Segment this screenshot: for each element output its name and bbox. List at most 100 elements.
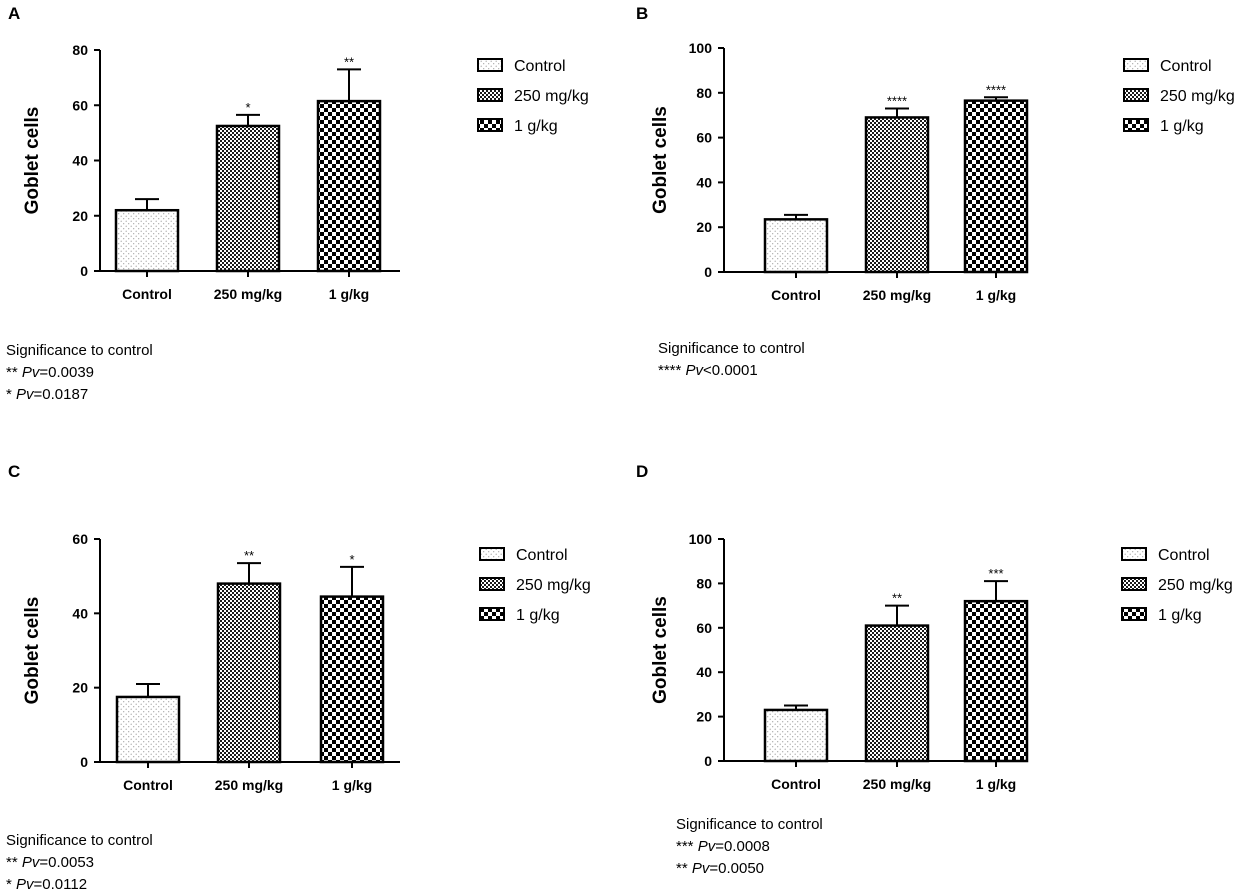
bar-mid (864, 624, 930, 763)
significance-note: Significance to control ** Pv=0.0039 * P… (6, 340, 153, 406)
significance-stars: *** (676, 838, 694, 855)
significance-stars-label: ** (244, 548, 254, 563)
significance-note: Significance to control *** Pv=0.0008 **… (676, 814, 823, 880)
legend-swatch-mid (1123, 88, 1149, 102)
bar-high (963, 99, 1029, 274)
legend-label: 250 mg/kg (514, 88, 589, 105)
legend-swatch-control (477, 58, 503, 72)
bar-control (115, 695, 181, 764)
significance-value: =0.0050 (709, 860, 765, 877)
y-tick-label: 20 (72, 680, 88, 696)
x-tick-label: 250 mg/kg (863, 776, 931, 792)
chart-b: Goblet cells 0 20 40 60 80 100 Control 250 mg/kg… (650, 40, 1235, 303)
significance-stars-label: *** (988, 566, 1003, 581)
y-tick-label: 0 (704, 753, 712, 769)
y-axis-label: Goblet cells (650, 106, 671, 214)
significance-title: Significance to control (6, 832, 153, 849)
panel-letter: A (8, 4, 21, 23)
legend-label: 250 mg/kg (516, 577, 591, 594)
panel-d: D Goblet cells 0 20 40 60 80 100 Control 250 mg/… (624, 448, 1248, 896)
significance-note: Significance to control ** Pv=0.0053 * P… (6, 830, 153, 896)
legend-label: 1 g/kg (516, 607, 560, 624)
y-tick-label: 100 (689, 40, 713, 56)
x-tick-label: 250 mg/kg (863, 287, 931, 303)
x-tick-label: 1 g/kg (332, 777, 372, 793)
significance-stars-label: **** (986, 82, 1006, 97)
legend-swatch-high (479, 607, 505, 621)
x-tick-label: Control (122, 286, 172, 302)
bar-control (763, 708, 829, 763)
legend-label: 250 mg/kg (1160, 88, 1235, 105)
significance-line: ** Pv=0.0053 (6, 852, 153, 874)
y-tick-label: 60 (696, 620, 712, 636)
bar-control (114, 208, 180, 273)
bar-control (763, 218, 829, 274)
x-tick-label: Control (123, 777, 173, 793)
significance-pv: Pv (691, 860, 710, 877)
y-tick-label: 60 (72, 97, 88, 113)
significance-value: <0.0001 (703, 362, 758, 379)
y-tick-label: 80 (72, 42, 88, 58)
bar-high (319, 595, 385, 764)
panel-letter: D (636, 462, 649, 481)
legend-swatch-high (1123, 118, 1149, 132)
significance-pv: Pv (685, 362, 704, 379)
significance-pv: Pv (21, 364, 40, 381)
significance-line: ** Pv=0.0039 (6, 362, 153, 384)
y-tick-label: 60 (72, 531, 88, 547)
legend-swatch-mid (1121, 577, 1147, 591)
significance-note: Significance to control **** Pv<0.0001 (658, 338, 805, 382)
x-tick-label: 250 mg/kg (214, 286, 282, 302)
y-tick-label: 100 (689, 531, 713, 547)
x-tick-label: 1 g/kg (329, 286, 369, 302)
chart-d: Goblet cells 0 20 40 60 80 100 Control 250 mg/kg… (650, 531, 1233, 792)
significance-line: **** Pv<0.0001 (658, 360, 805, 382)
y-tick-label: 20 (696, 709, 712, 725)
significance-stars-label: * (349, 552, 354, 567)
legend-swatch-high (1121, 607, 1147, 621)
panel-b: B Goblet cells 0 20 40 60 80 100 Control 250 mg/… (624, 0, 1248, 448)
x-tick-label: 1 g/kg (976, 287, 1016, 303)
significance-stars-label: ** (892, 591, 902, 606)
legend-swatch-control (479, 547, 505, 561)
bar-high (963, 599, 1029, 763)
significance-pv: Pv (16, 386, 34, 403)
y-tick-label: 60 (696, 130, 712, 146)
legend-label: Control (1160, 58, 1212, 75)
significance-value: =0.0112 (33, 876, 88, 893)
chart-c: Goblet cells 0 20 40 60 Control 250 mg/kg ** 1 g… (22, 531, 591, 793)
significance-stars-label: ** (344, 54, 354, 69)
significance-stars: ** (676, 860, 688, 877)
x-tick-label: 250 mg/kg (215, 777, 283, 793)
significance-line: * Pv=0.0187 (6, 384, 153, 406)
legend-label: 1 g/kg (1158, 607, 1202, 624)
significance-value: =0.0053 (39, 854, 95, 871)
y-tick-label: 80 (696, 575, 712, 591)
significance-pv: Pv (697, 838, 716, 855)
panel-letter: C (8, 462, 21, 481)
y-tick-label: 40 (72, 605, 88, 621)
significance-line: * Pv=0.0112 (6, 874, 153, 896)
legend-swatch-high (477, 118, 503, 132)
x-tick-label: Control (771, 287, 821, 303)
bar-mid (216, 582, 282, 764)
significance-stars: **** (658, 362, 682, 379)
legend-label: 250 mg/kg (1158, 577, 1233, 594)
y-tick-label: 20 (696, 219, 712, 235)
significance-line: ** Pv=0.0050 (676, 858, 823, 880)
significance-title: Significance to control (676, 816, 823, 833)
y-tick-label: 0 (80, 263, 88, 279)
y-axis-label: Goblet cells (22, 107, 43, 215)
legend-label: Control (516, 547, 568, 564)
chart-a: Goblet cells 0 20 40 60 80 Control 250 mg/kg * 1 … (22, 42, 589, 302)
significance-line: *** Pv=0.0008 (676, 836, 823, 858)
legend-label: Control (514, 58, 566, 75)
panel-letter: B (636, 4, 649, 23)
y-tick-label: 40 (696, 174, 712, 190)
legend-swatch-control (1123, 58, 1149, 72)
significance-title: Significance to control (658, 340, 805, 357)
significance-stars: * (6, 386, 12, 403)
legend-label: 1 g/kg (1160, 118, 1204, 135)
bar-mid (864, 116, 930, 274)
legend-label: 1 g/kg (514, 118, 558, 135)
